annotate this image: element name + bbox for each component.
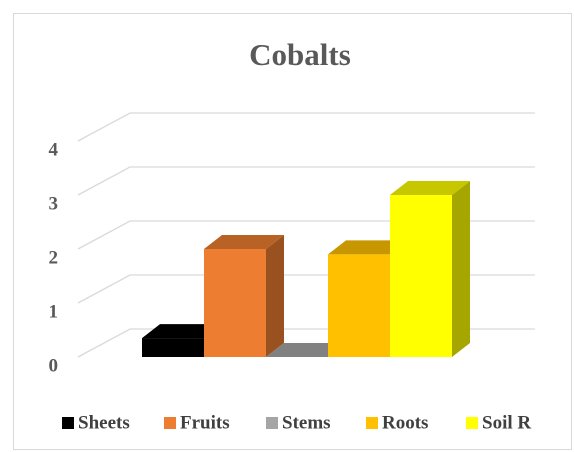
legend-swatch [466,417,478,429]
y-tick-label: 2 [49,247,59,268]
legend-swatch [266,417,278,429]
bar-front [390,195,452,357]
legend-label: Soil R [482,412,531,433]
legend-swatch [164,417,176,429]
legend-label: Stems [282,412,331,433]
bar-front [142,338,204,357]
bar-top [390,181,470,195]
chart-border [13,13,572,450]
legend-swatch [62,417,74,429]
bar-top [328,240,408,255]
y-tick-label: 4 [49,139,59,160]
y-tick-label: 1 [49,301,59,322]
bar [204,235,284,357]
bar-top [266,343,346,357]
bar-top [142,324,222,339]
legend-label: Fruits [180,412,230,433]
y-tick-label: 0 [49,355,59,376]
legend-swatch [366,417,378,429]
bar-side [452,181,470,357]
legend-label: Sheets [78,412,130,433]
legend-label: Roots [382,412,428,433]
grid-line [77,112,535,142]
bar-front [204,249,266,357]
chart-title: Cobalts [249,37,351,72]
bar [390,181,470,357]
bar-side [266,235,284,357]
bar-front [328,254,390,357]
bar-top [204,235,284,249]
grid-line [77,166,535,196]
bar [266,343,346,357]
y-tick-label: 3 [49,193,59,214]
